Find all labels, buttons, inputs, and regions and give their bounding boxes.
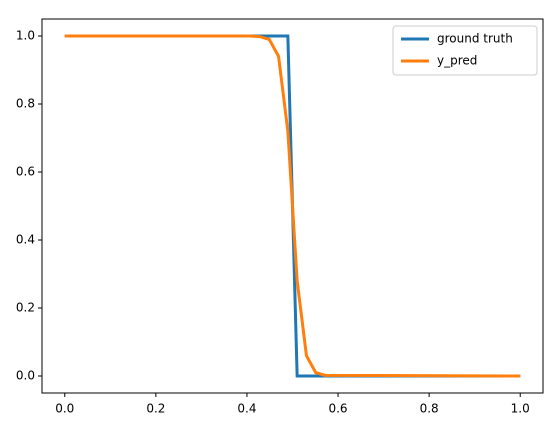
axes-frame bbox=[41, 18, 544, 394]
y-tick-label: 0.0 bbox=[16, 369, 35, 383]
legend-label: ground truth bbox=[437, 32, 513, 46]
legend-label: y_pred bbox=[437, 54, 477, 68]
y-tick-label: 0.2 bbox=[16, 301, 35, 315]
y-tick-label: 1.0 bbox=[16, 29, 35, 43]
x-tick-label: 0.0 bbox=[55, 402, 74, 416]
x-tick-label: 1.0 bbox=[511, 402, 530, 416]
x-tick-label: 0.8 bbox=[420, 402, 439, 416]
line bbox=[64, 34, 521, 378]
x-tick-label: 0.2 bbox=[146, 402, 165, 416]
x-tick-label: 0.4 bbox=[237, 402, 256, 416]
y-tick-label: 0.4 bbox=[16, 233, 35, 247]
y-tick-label: 0.8 bbox=[16, 97, 35, 111]
y-tick-label: 0.6 bbox=[16, 165, 35, 179]
x-tick-label: 0.6 bbox=[328, 402, 347, 416]
